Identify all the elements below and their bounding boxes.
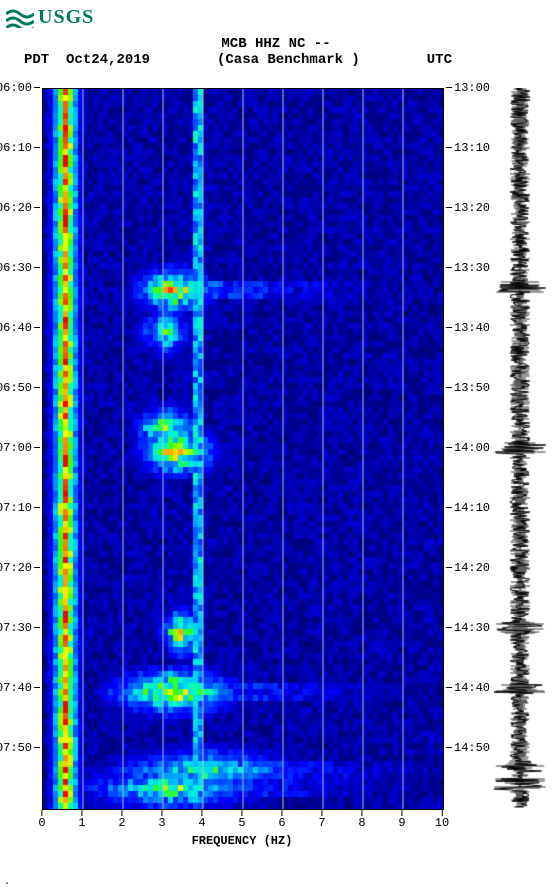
date: Oct24,2019 [66, 52, 150, 68]
xtick: 1 [78, 810, 85, 830]
ytick-right: 14:00 [446, 441, 490, 455]
ytick-left: 06:20 [0, 201, 40, 215]
ytick-right: 13:30 [446, 261, 490, 275]
ytick-left: 07:30 [0, 621, 40, 635]
corner-mark: . [4, 876, 10, 887]
xtick: 10 [435, 810, 449, 830]
usgs-text: USGS [38, 6, 94, 29]
usgs-wave-icon [6, 8, 34, 28]
ytick-right: 13:10 [446, 141, 490, 155]
ytick-right: 14:10 [446, 501, 490, 515]
ytick-left: 07:00 [0, 441, 40, 455]
x-axis-label: FREQUENCY (HZ) [42, 834, 442, 848]
left-tz: PDT [24, 52, 49, 68]
ytick-right: 14:40 [446, 681, 490, 695]
waveform-trace [492, 88, 548, 808]
ytick-left: 06:10 [0, 141, 40, 155]
right-time-axis: 13:0013:1013:2013:3013:4013:5014:0014:10… [446, 88, 490, 808]
ytick-right: 13:20 [446, 201, 490, 215]
location-name: (Casa Benchmark ) [217, 52, 360, 68]
ytick-left: 06:00 [0, 81, 40, 95]
ytick-right: 13:00 [446, 81, 490, 95]
left-time-axis: 06:0006:1006:2006:3006:4006:5007:0007:10… [0, 88, 40, 808]
spectrogram-plot [42, 88, 444, 810]
station-code: MCB HHZ NC -- [0, 36, 552, 52]
ytick-left: 07:50 [0, 741, 40, 755]
xtick: 3 [158, 810, 165, 830]
xtick: 9 [398, 810, 405, 830]
ytick-left: 07:20 [0, 561, 40, 575]
ytick-right: 14:20 [446, 561, 490, 575]
ytick-left: 06:30 [0, 261, 40, 275]
xtick: 2 [118, 810, 125, 830]
usgs-logo: USGS [6, 6, 94, 29]
ytick-right: 14:50 [446, 741, 490, 755]
xtick: 6 [278, 810, 285, 830]
plot-header: MCB HHZ NC -- PDT Oct24,2019 (Casa Bench… [0, 36, 552, 68]
ytick-right: 13:40 [446, 321, 490, 335]
ytick-left: 07:40 [0, 681, 40, 695]
xtick: 0 [38, 810, 45, 830]
ytick-right: 13:50 [446, 381, 490, 395]
xtick: 4 [198, 810, 205, 830]
right-tz: UTC [427, 52, 452, 68]
ytick-left: 06:40 [0, 321, 40, 335]
ytick-left: 07:10 [0, 501, 40, 515]
ytick-left: 06:50 [0, 381, 40, 395]
spectrogram-canvas [43, 89, 443, 809]
xtick: 7 [318, 810, 325, 830]
xtick: 5 [238, 810, 245, 830]
xtick: 8 [358, 810, 365, 830]
ytick-right: 14:30 [446, 621, 490, 635]
